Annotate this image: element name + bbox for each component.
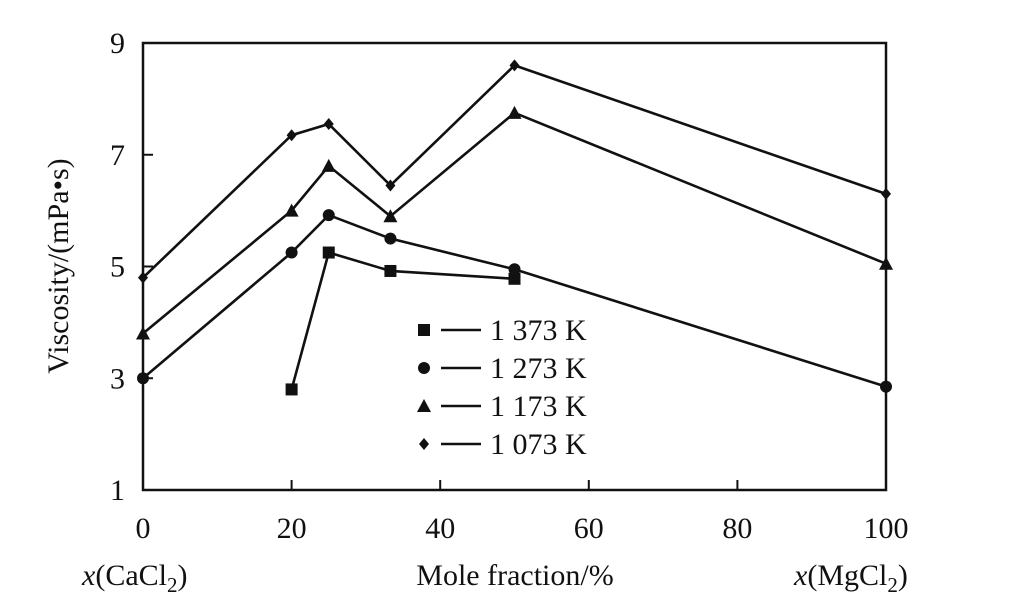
data-point-circle [384, 232, 397, 245]
data-point-square [384, 264, 397, 277]
x-right-composition-label: x(MgCl2) [793, 559, 908, 597]
x-right-italic: x [793, 559, 808, 592]
data-point-circle [880, 380, 892, 393]
series-line-0 [290, 250, 515, 390]
legend-label: 1 173 K [490, 390, 587, 423]
x-tick-label: 80 [722, 512, 752, 545]
x-tick-label: 100 [864, 512, 909, 545]
series-line-3 [142, 63, 887, 279]
y-tick-label: 5 [110, 251, 125, 284]
data-point-triangle [321, 158, 336, 172]
data-point-triangle [136, 326, 150, 340]
legend-marker-circle [418, 362, 430, 374]
data-point-circle [508, 263, 521, 276]
series-markers [136, 59, 893, 396]
data-point-triangle [879, 256, 893, 270]
x-right-text: (MgCl [807, 559, 887, 592]
data-point-diamond [323, 118, 334, 131]
legend: 1 373 K 1 273 K 1 173 K 1 073 K [417, 314, 587, 461]
series-lines [142, 63, 887, 390]
x-tick-label: 20 [277, 512, 307, 545]
data-point-square [285, 383, 298, 396]
data-point-diamond [286, 129, 297, 142]
data-point-triangle [383, 209, 398, 223]
axis-ticks: 0 20 40 60 80 100 1 3 5 7 9 [110, 27, 909, 545]
data-point-diamond [138, 271, 148, 284]
data-point-triangle [507, 105, 522, 119]
x-right-close: ) [898, 559, 908, 592]
y-tick-label: 1 [110, 474, 125, 507]
x-tick-label: 60 [574, 512, 604, 545]
x-right-sub: 2 [887, 573, 898, 597]
legend-label: 1 073 K [490, 428, 587, 461]
x-left-close: ) [178, 559, 188, 592]
series-line-1 [142, 213, 887, 388]
data-point-diamond [881, 187, 891, 200]
y-tick-label: 3 [110, 362, 125, 395]
data-point-circle [322, 209, 335, 222]
data-point-square [508, 272, 521, 285]
y-tick-label: 7 [110, 139, 125, 172]
legend-marker-triangle [417, 399, 431, 412]
data-point-square [322, 246, 335, 259]
y-tick-label: 9 [110, 27, 125, 60]
x-left-text: (CaCl [95, 559, 167, 592]
x-left-italic: x [81, 559, 96, 592]
x-tick-label: 0 [136, 512, 151, 545]
legend-label: 1 273 K [490, 352, 587, 385]
data-point-circle [137, 372, 149, 385]
x-axis-title: Mole fraction/% [416, 559, 613, 592]
legend-marker-diamond [419, 438, 429, 450]
data-point-circle [285, 246, 298, 259]
x-left-sub: 2 [167, 573, 178, 597]
data-point-diamond [509, 59, 520, 72]
x-left-composition-label: x(CaCl2) [81, 559, 188, 597]
legend-label: 1 373 K [490, 314, 587, 347]
data-point-triangle [284, 203, 299, 217]
x-tick-label: 40 [425, 512, 455, 545]
legend-marker-square [418, 324, 430, 336]
series-line-2 [142, 111, 887, 335]
y-axis-title: Viscosity/(mPa•s) [42, 158, 75, 373]
data-point-diamond [385, 179, 396, 192]
